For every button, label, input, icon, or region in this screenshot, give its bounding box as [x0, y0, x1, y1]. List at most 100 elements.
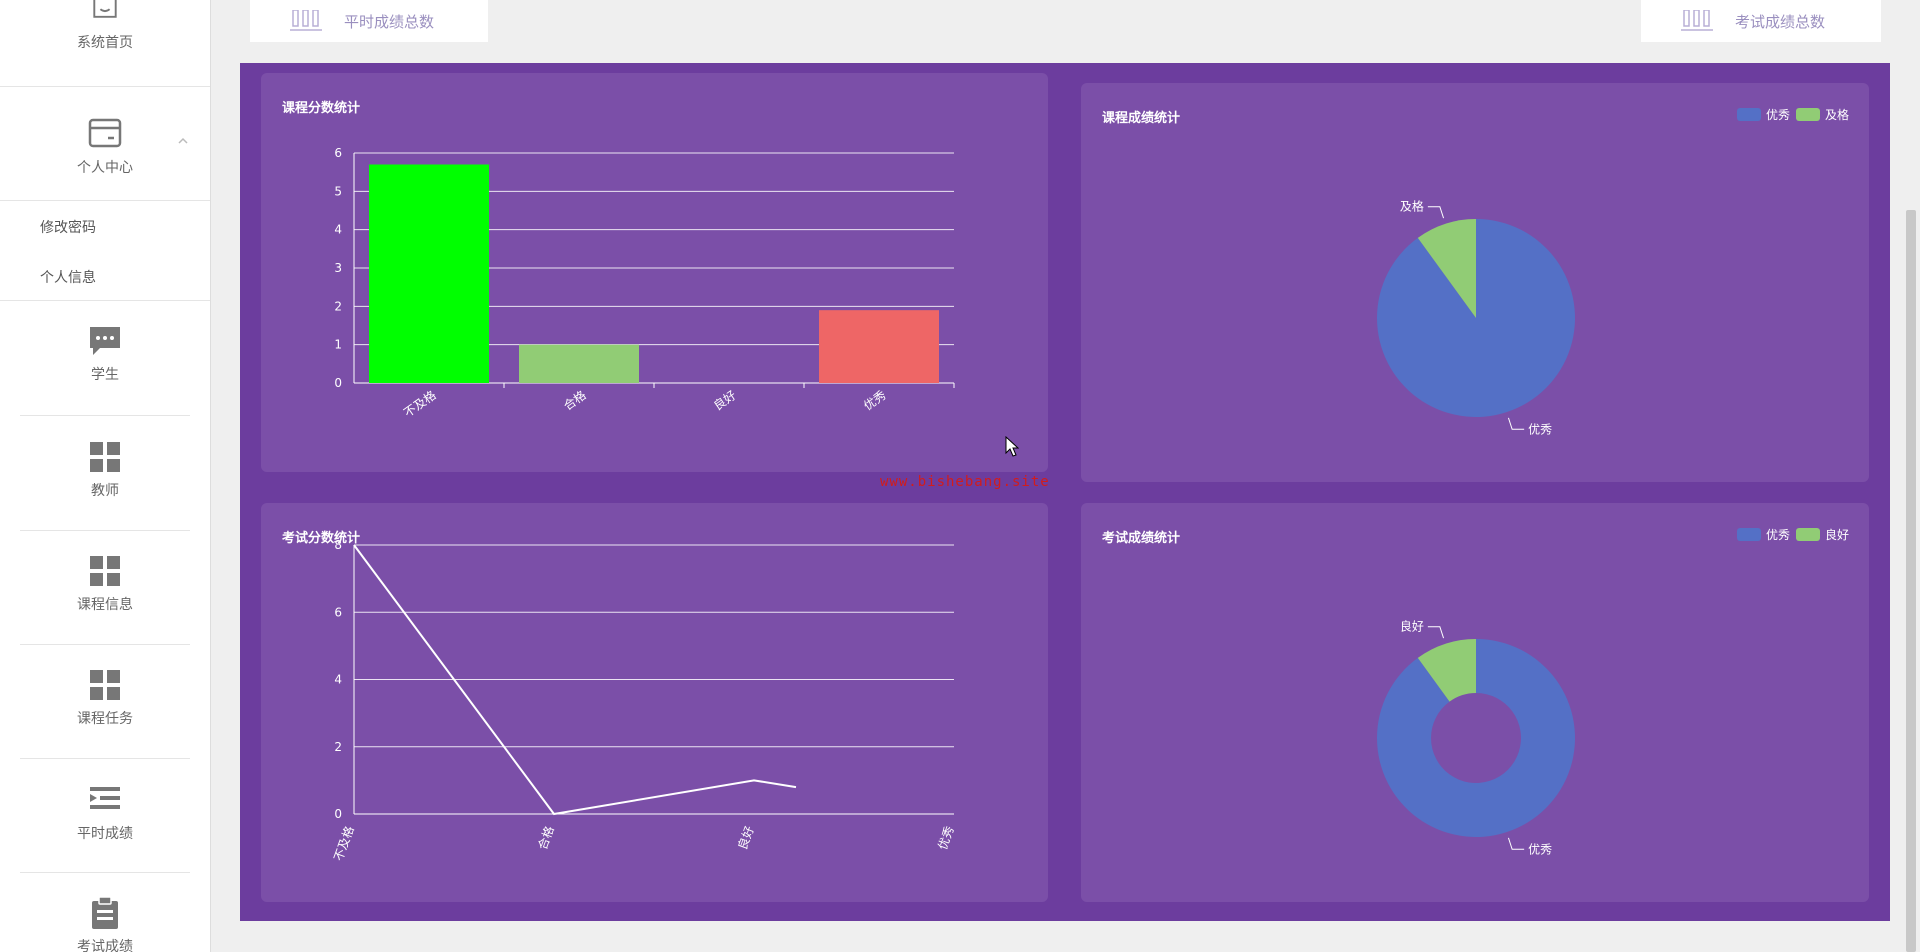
pie-slice — [1377, 639, 1575, 837]
panel-title: 课程分数统计 — [282, 101, 361, 116]
chevron-up-icon[interactable] — [176, 136, 190, 146]
columns-icon — [1681, 10, 1713, 31]
sidebar-item-home[interactable]: 系统首页 — [0, 0, 210, 52]
x-tick-label: 不及格 — [401, 387, 439, 420]
pie-slice — [1417, 639, 1476, 702]
sidebar-item-label: 个人中心 — [77, 160, 133, 176]
slice-label: 良好 — [1400, 619, 1424, 634]
divider — [20, 415, 190, 416]
y-tick-label: 8 — [334, 538, 342, 552]
divider — [0, 86, 210, 87]
watermark: www.bishebang.site — [880, 474, 1050, 490]
pie-slice — [1417, 219, 1476, 318]
submenu-change-password[interactable]: 修改密码 — [40, 220, 96, 236]
panel-title: 考试分数统计 — [282, 531, 361, 546]
panel-title: 课程成绩统计 — [1102, 111, 1181, 126]
y-tick-label: 2 — [334, 740, 342, 754]
legend-item[interactable]: 优秀 — [1736, 526, 1790, 543]
x-tick-label: 不及格 — [330, 824, 356, 863]
label-line — [1427, 626, 1445, 639]
scrollbar[interactable] — [1906, 210, 1916, 952]
sidebar-item-personal-center[interactable]: 个人中心 — [0, 117, 210, 177]
y-tick-label: 0 — [334, 807, 342, 821]
columns-icon — [290, 10, 322, 31]
regular-score-total-card: 平时成绩总数 — [250, 0, 488, 42]
y-tick-label: 1 — [334, 338, 342, 352]
course-score-panel: 课程分数统计 0 1 2 3 4 5 6 不及格 合格 良好 优秀 — [261, 73, 1048, 472]
sidebar-item-label: 考试成绩 — [77, 939, 133, 952]
legend-swatch — [1795, 528, 1820, 541]
dashboard-container: 课程分数统计 0 1 2 3 4 5 6 不及格 合格 良好 优秀 课程成绩统计 优秀 及格 优秀及… — [240, 63, 1890, 921]
divider — [0, 200, 210, 201]
sidebar-item-label: 系统首页 — [77, 35, 133, 51]
label-line — [1507, 837, 1525, 850]
exam-grade-donut-chart: 优秀 良好 — [1377, 619, 1575, 856]
legend-item[interactable]: 及格 — [1795, 106, 1849, 123]
bar — [519, 344, 639, 383]
sidebar-item-exam-score[interactable]: 考试成绩 — [0, 896, 210, 952]
legend-label: 优秀 — [1765, 528, 1790, 542]
list-indent-icon — [90, 787, 120, 809]
label-line — [1507, 417, 1525, 430]
legend-label: 优秀 — [1765, 108, 1790, 122]
legend: 优秀 及格 — [1731, 106, 1849, 123]
divider — [0, 300, 210, 301]
sidebar-item-regular-score[interactable]: 平时成绩 — [0, 783, 210, 843]
sidebar-item-label: 教师 — [91, 483, 119, 499]
course-grade-panel: 课程成绩统计 优秀 及格 优秀 及格 — [1081, 83, 1869, 482]
y-tick-label: 5 — [334, 184, 342, 198]
divider — [20, 530, 190, 531]
x-tick-label: 合格 — [535, 824, 557, 852]
divider — [20, 758, 190, 759]
sidebar-item-course-info[interactable]: 课程信息 — [0, 554, 210, 614]
home-icon — [93, 0, 117, 18]
sidebar-item-label: 课程任务 — [77, 711, 133, 727]
y-tick-label: 0 — [334, 376, 342, 390]
bar — [369, 164, 489, 383]
legend-swatch — [1736, 528, 1761, 541]
y-tick-label: 6 — [334, 605, 342, 619]
x-tick-label: 良好 — [735, 824, 757, 852]
sidebar-item-label: 平时成绩 — [77, 826, 133, 842]
legend-label: 及格 — [1824, 108, 1849, 122]
legend-item[interactable]: 良好 — [1795, 526, 1849, 543]
chat-icon — [90, 327, 120, 355]
x-tick-label: 合格 — [560, 387, 588, 413]
label-line — [1427, 206, 1445, 219]
divider — [20, 644, 190, 645]
x-tick-label: 优秀 — [935, 824, 956, 851]
slice-label: 优秀 — [1528, 422, 1552, 436]
clipboard-icon — [92, 896, 118, 929]
sidebar-item-course-task[interactable]: 课程任务 — [0, 668, 210, 728]
grid-icon — [90, 556, 120, 586]
exam-score-total-card: 考试成绩总数 — [1641, 0, 1881, 42]
grid-icon — [90, 442, 120, 472]
exam-score-panel: 考试分数统计 0 2 4 6 8 不及格 合格 良好 优秀 — [261, 503, 1048, 902]
submenu-personal-info[interactable]: 个人信息 — [40, 270, 96, 286]
y-tick-label: 4 — [334, 673, 342, 687]
exam-grade-panel: 考试成绩统计 优秀 良好 优秀 良好 — [1081, 503, 1869, 902]
legend-label: 良好 — [1824, 528, 1849, 542]
legend-swatch — [1795, 108, 1820, 121]
panel-title: 考试成绩统计 — [1102, 531, 1181, 546]
course-grade-pie-chart: 优秀 及格 — [1377, 199, 1575, 436]
legend: 优秀 良好 — [1731, 526, 1849, 543]
mouse-cursor-icon — [1005, 436, 1019, 457]
regular-score-total-label: 平时成绩总数 — [344, 12, 435, 31]
y-tick-label: 2 — [334, 299, 342, 313]
sidebar-item-teacher[interactable]: 教师 — [0, 440, 210, 500]
legend-item[interactable]: 优秀 — [1736, 106, 1790, 123]
x-tick-label: 良好 — [710, 387, 738, 413]
sidebar-item-label: 学生 — [91, 367, 119, 383]
sidebar-item-student[interactable]: 学生 — [0, 324, 210, 384]
course-score-bar-chart: 0 1 2 3 4 5 6 不及格 合格 良好 优秀 — [334, 146, 955, 420]
exam-score-total-label: 考试成绩总数 — [1735, 12, 1826, 31]
series-line — [353, 544, 797, 816]
sidebar: 系统首页 个人中心 修改密码 个人信息 学生 教师 — [0, 0, 211, 952]
y-tick-label: 6 — [334, 146, 342, 160]
card-icon — [88, 118, 122, 148]
slice-label: 及格 — [1400, 199, 1424, 214]
x-tick-label: 优秀 — [861, 388, 889, 413]
sidebar-item-label: 课程信息 — [77, 597, 133, 613]
bar — [819, 310, 939, 383]
